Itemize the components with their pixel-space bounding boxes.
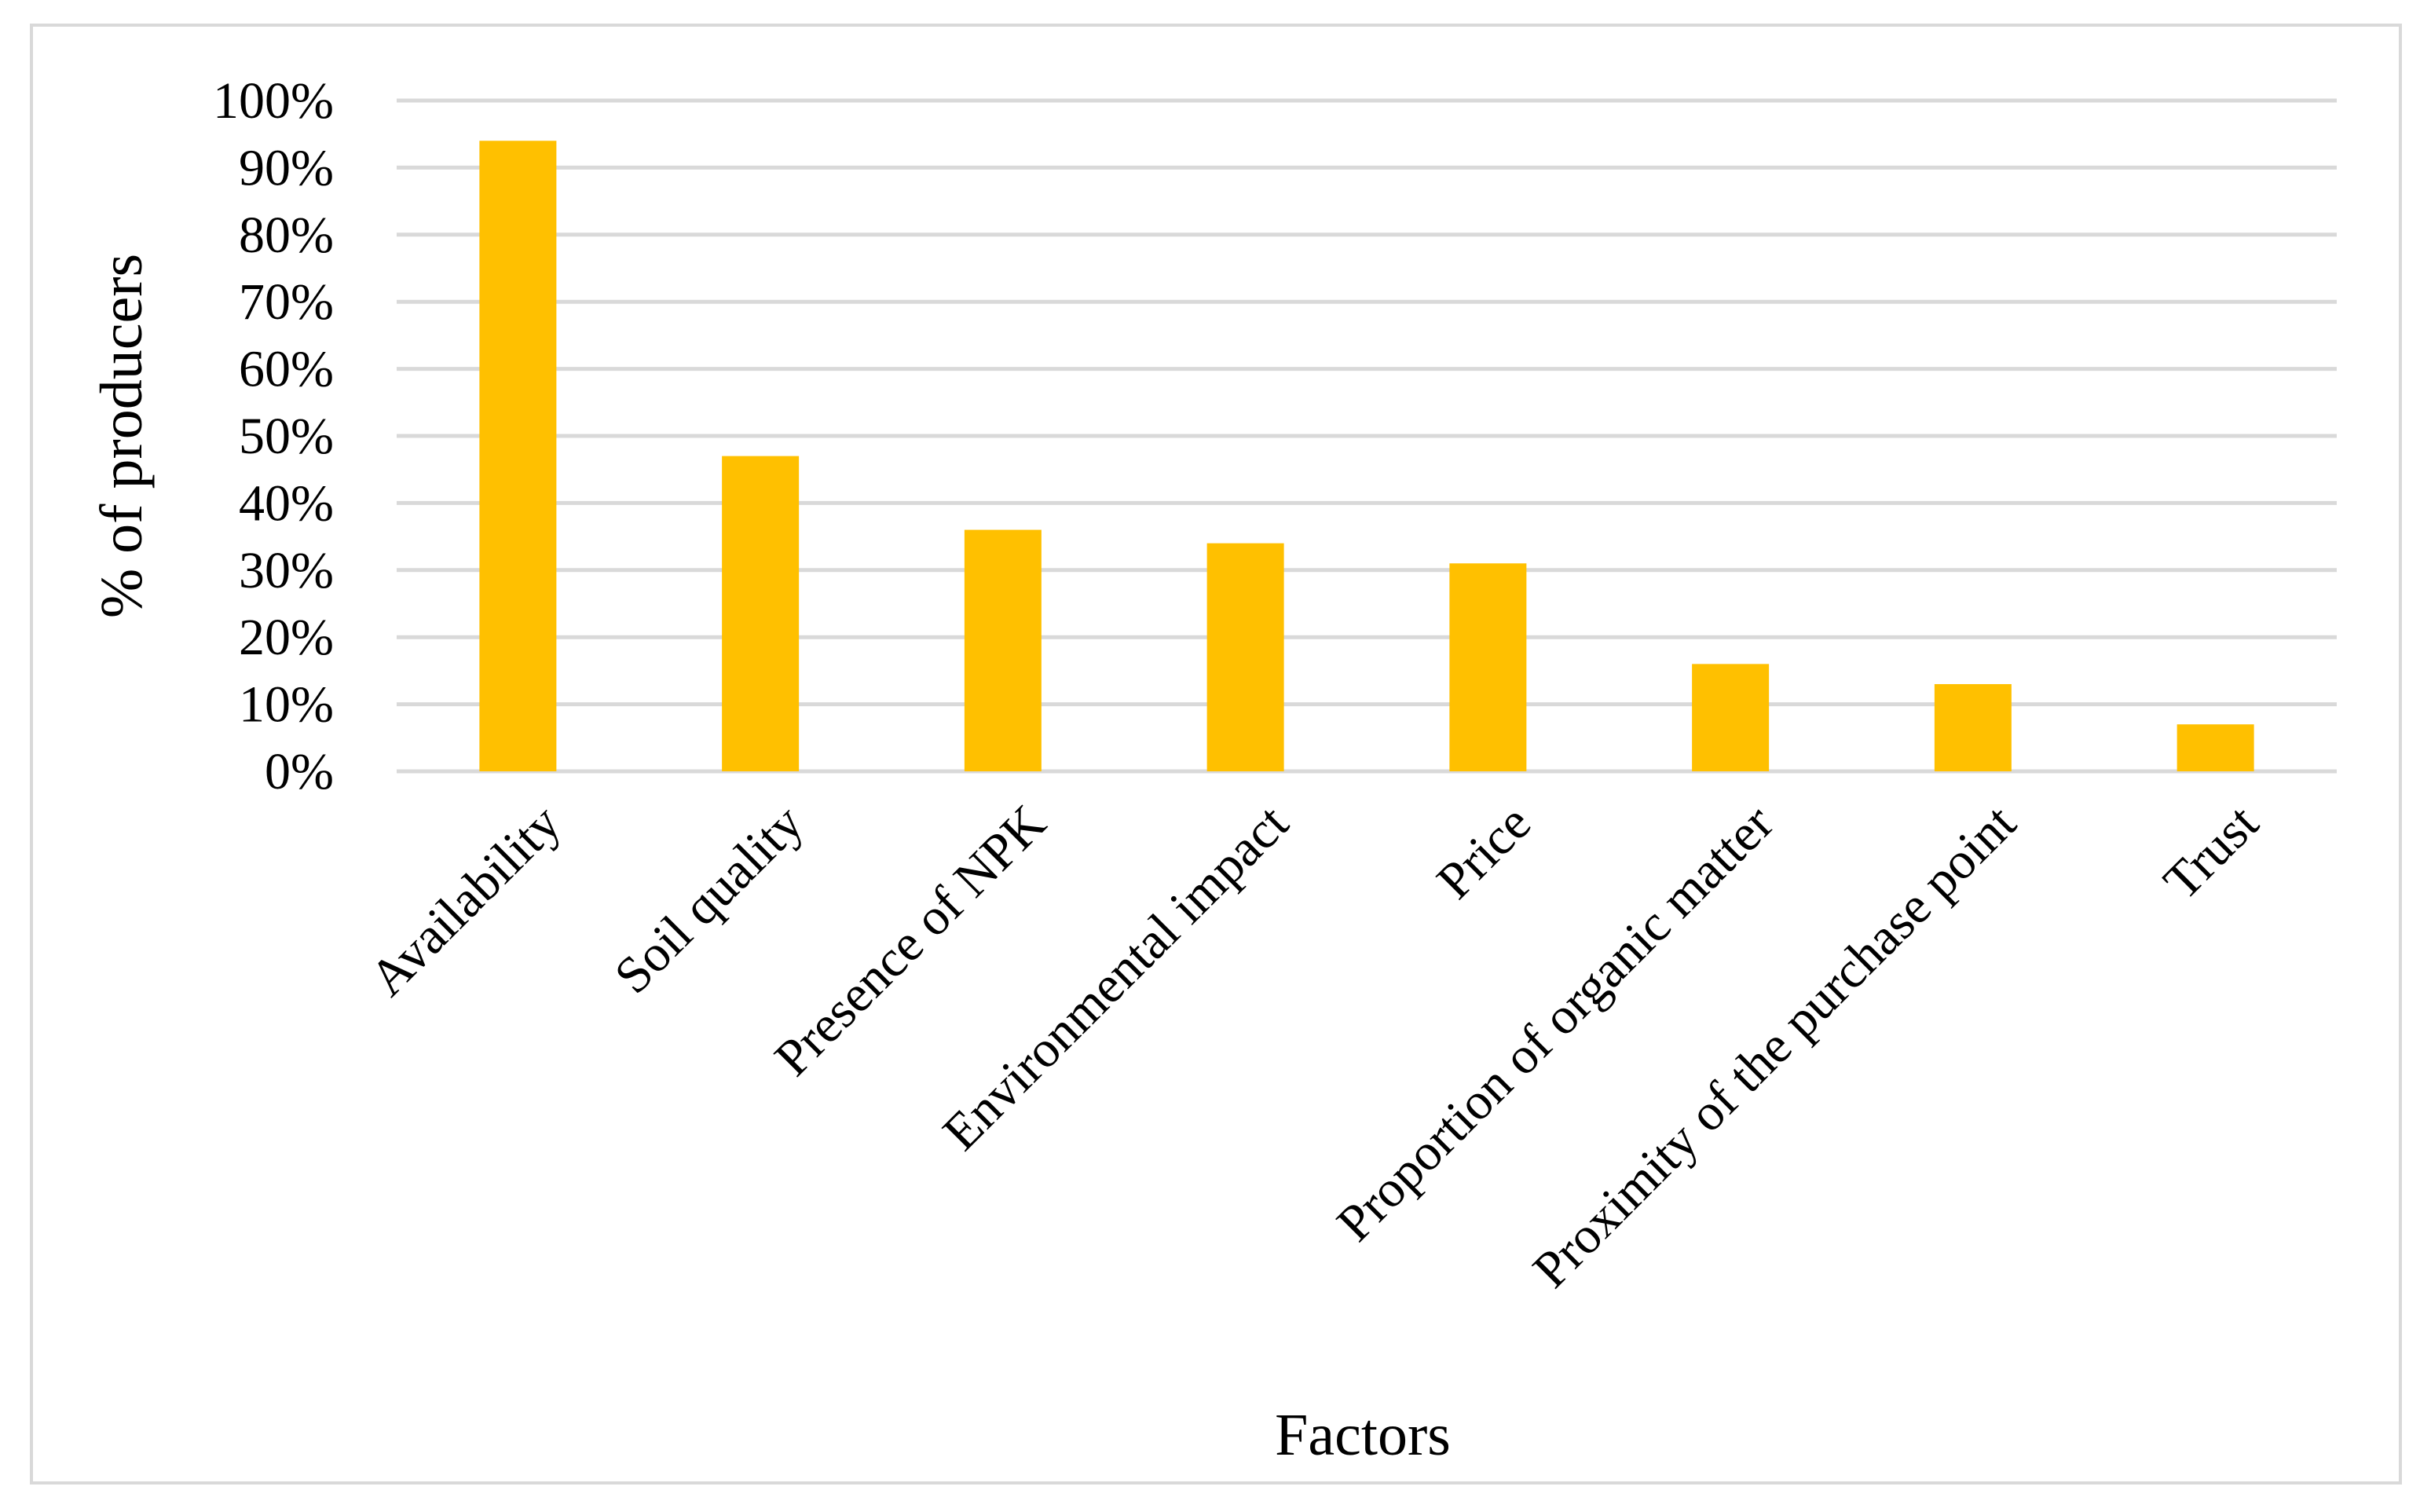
x-category-label: Price bbox=[1426, 794, 1542, 910]
bar bbox=[722, 456, 800, 771]
y-tick-label: 20% bbox=[239, 609, 334, 666]
bar bbox=[2177, 724, 2254, 771]
y-tick-label: 90% bbox=[239, 139, 334, 196]
x-category-label: Proportion of organic matter bbox=[1326, 794, 1784, 1252]
y-tick-label: 40% bbox=[239, 474, 334, 532]
y-tick-label: 70% bbox=[239, 273, 334, 331]
y-tick-label: 100% bbox=[213, 72, 334, 130]
bar bbox=[479, 141, 557, 772]
bar bbox=[964, 529, 1042, 771]
y-tick-label: 0% bbox=[265, 743, 334, 800]
y-tick-label: 10% bbox=[239, 676, 334, 734]
x-category-label: Soil quality bbox=[604, 794, 815, 1005]
bars bbox=[479, 141, 2254, 772]
y-tick-label: 30% bbox=[239, 542, 334, 599]
x-category-label: Trust bbox=[2153, 794, 2269, 910]
gridlines bbox=[397, 98, 2337, 774]
y-axis-ticks: 0% 10% 20% 30% 40% 50% 60% 70% 80% 90% 100% bbox=[213, 72, 334, 800]
bar bbox=[1934, 683, 2012, 771]
bar bbox=[1449, 563, 1527, 771]
y-axis-title: % of producers bbox=[89, 254, 155, 618]
bar bbox=[1206, 543, 1284, 771]
y-tick-label: 50% bbox=[239, 408, 334, 465]
y-tick-label: 80% bbox=[239, 207, 334, 264]
x-axis-title: Factors bbox=[1275, 1402, 1451, 1468]
x-category-label: Proximity of the purchase point bbox=[1522, 794, 2027, 1299]
y-tick-label: 60% bbox=[239, 341, 334, 398]
bar bbox=[1692, 664, 1770, 771]
x-category-label: Availability bbox=[359, 794, 572, 1007]
